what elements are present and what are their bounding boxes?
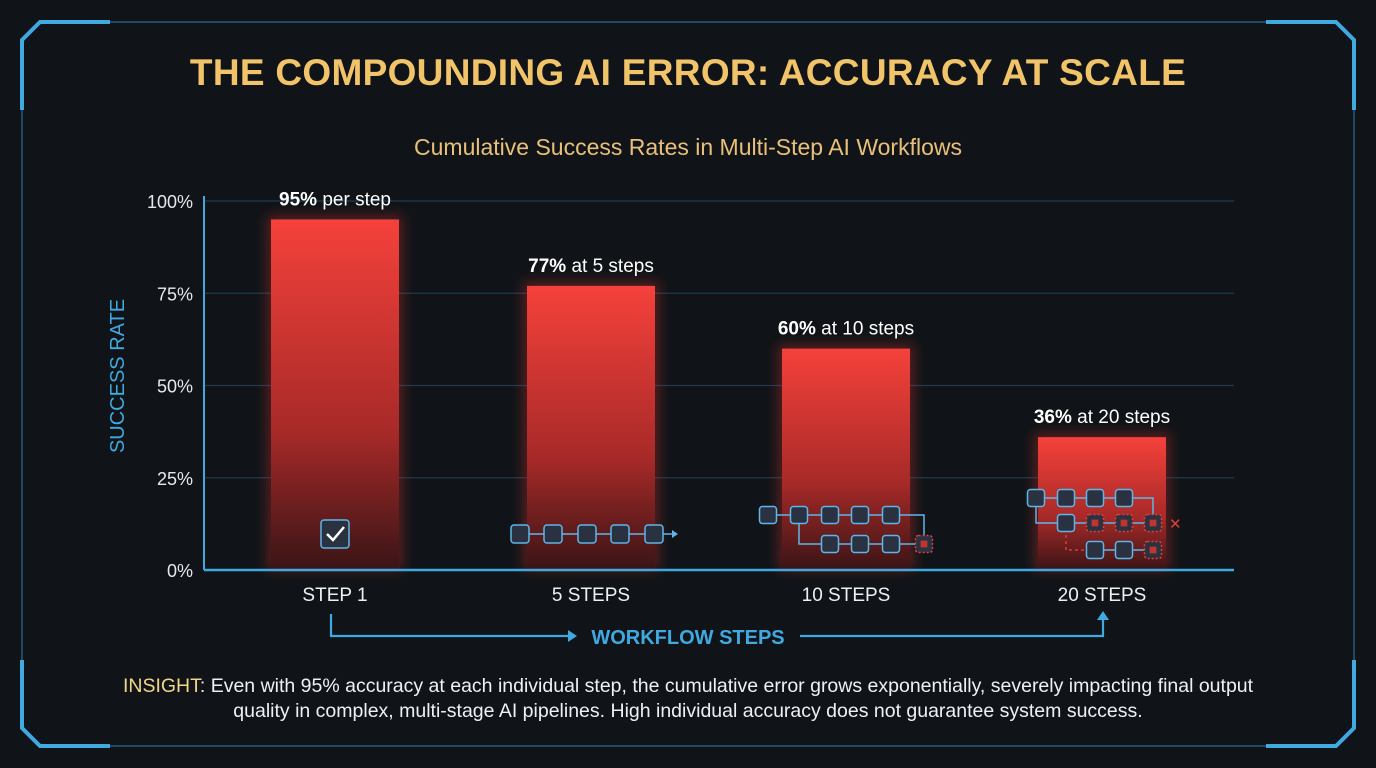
chip-error-mark	[1091, 519, 1099, 527]
chip-icon	[1085, 540, 1105, 560]
data-label-value: 36%	[1034, 407, 1072, 428]
chip-error-mark	[1149, 546, 1157, 554]
chip-icon	[644, 524, 664, 544]
data-label-value: 95%	[279, 189, 317, 210]
x-axis-label: WORKFLOW STEPS	[591, 627, 784, 649]
chip-icon	[881, 505, 901, 525]
chip-error-mark	[1120, 519, 1128, 527]
x-tick-label: 10 STEPS	[802, 585, 891, 606]
x-tick-label: STEP 1	[302, 585, 367, 606]
x-tick-label: 5 STEPS	[552, 585, 630, 606]
data-label-value: 77%	[528, 256, 566, 277]
chip-icon	[758, 505, 778, 525]
y-tick-label: 100%	[147, 192, 193, 212]
data-label-suffix: at 5 steps	[566, 256, 654, 277]
chip-icon	[1026, 488, 1046, 508]
y-axis-label: SUCCESS RATE	[107, 299, 129, 453]
chip-icon	[1056, 513, 1076, 533]
chip-icon	[881, 534, 901, 554]
insight-text: INSIGHT: Even with 95% accuracy at each …	[100, 674, 1276, 724]
chain-connector	[768, 514, 925, 544]
arrow-up-icon	[1097, 611, 1109, 620]
data-label-suffix: at 20 steps	[1072, 407, 1170, 428]
y-tick-label: 50%	[157, 377, 193, 397]
bar	[271, 219, 399, 570]
data-label-suffix: at 10 steps	[816, 319, 914, 340]
data-label: 95% per step	[279, 189, 391, 210]
chip-icon	[850, 534, 870, 554]
chip-icon	[1114, 540, 1134, 560]
y-tick-label: 0%	[167, 561, 193, 581]
insight-body: : Even with 95% accuracy at each individ…	[199, 675, 1254, 722]
data-label-value: 60%	[778, 319, 816, 340]
chip-icon	[577, 524, 597, 544]
chip-icon	[1056, 488, 1076, 508]
chip-icon	[789, 505, 809, 525]
chart-subtitle: Cumulative Success Rates in Multi-Step A…	[414, 134, 962, 160]
chip-icon	[1085, 488, 1105, 508]
checkmark-icon	[326, 526, 345, 542]
x-tick-label: 20 STEPS	[1058, 585, 1147, 606]
chip-icon	[1114, 488, 1134, 508]
data-label: 77% at 5 steps	[528, 256, 654, 277]
data-label-suffix: per step	[317, 189, 391, 210]
chip-icon	[820, 534, 840, 554]
y-tick-label: 75%	[157, 284, 193, 304]
chip-icon	[820, 505, 840, 525]
bar	[527, 285, 655, 570]
chart-title: THE COMPOUNDING AI ERROR: ACCURACY AT SC…	[189, 52, 1187, 93]
arrow-right-icon	[568, 630, 577, 642]
insight-label: INSIGHT	[122, 675, 200, 697]
bar	[782, 348, 910, 570]
y-tick-label: 25%	[157, 469, 193, 489]
arrow-icon	[672, 530, 678, 538]
chip-icon	[850, 505, 870, 525]
error-x-icon: ✕	[1169, 516, 1182, 533]
chip-check-icon	[320, 519, 350, 549]
workflow-arrow-right	[800, 618, 1105, 638]
chip-error-mark	[920, 540, 928, 548]
data-label: 60% at 10 steps	[778, 319, 914, 340]
chip-icon	[543, 524, 563, 544]
data-label: 36% at 20 steps	[1034, 407, 1170, 428]
chip-error-mark	[1149, 519, 1157, 527]
chip-icon	[610, 524, 630, 544]
chip-icon	[510, 524, 530, 544]
workflow-arrow-left	[329, 614, 570, 638]
